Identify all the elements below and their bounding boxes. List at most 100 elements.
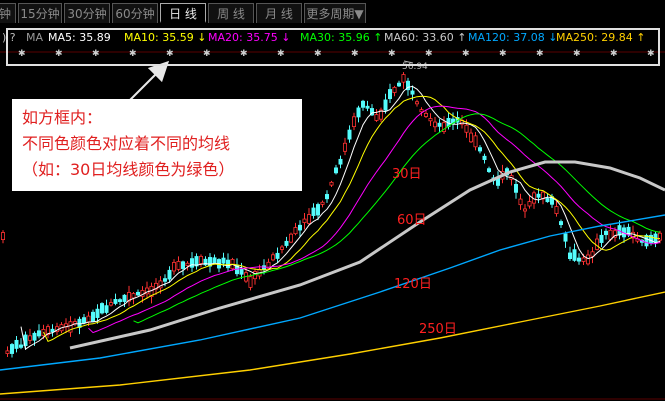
callout-arrow — [129, 60, 170, 101]
candle-body — [410, 90, 415, 95]
candle-body — [608, 229, 613, 240]
note-line-2: 不同色颜色对应着不同的均线 — [22, 134, 231, 153]
candle-body — [365, 105, 370, 109]
tab-weekly[interactable]: 周 线 — [208, 3, 254, 23]
candle-body — [369, 108, 374, 116]
candle-body — [527, 201, 532, 207]
candle-body — [118, 299, 123, 303]
candle-body — [329, 181, 334, 186]
candle-body — [27, 335, 32, 341]
candle-body — [297, 224, 302, 231]
tab-15min[interactable]: 15分钟 — [18, 3, 62, 23]
grid-marker-icon: ✱ — [647, 49, 655, 59]
candle-body — [482, 155, 487, 161]
tab-monthly[interactable]: 月 线 — [256, 3, 302, 23]
ma30-legend: MA30: 35.96 ↑ — [300, 28, 382, 48]
period-tab-bar: 钟 15分钟 30分钟 60分钟 日 线 周 线 月 线 更多周期▼ — [0, 0, 665, 26]
arrow-up-icon: ↑ — [373, 31, 383, 44]
ma-indicator-title[interactable]: MA — [26, 31, 44, 44]
grid-marker-icon: ✱ — [166, 49, 174, 59]
grid-marker-icon: ✱ — [203, 49, 211, 59]
tab-minute[interactable]: 钟 — [0, 3, 16, 23]
candle-body — [100, 303, 105, 314]
candle-body — [135, 291, 140, 296]
candle-body — [180, 261, 185, 269]
tab-more-periods[interactable]: 更多周期▼ — [304, 3, 366, 23]
candle-body — [315, 204, 320, 216]
candle-body — [378, 109, 383, 120]
indicator-prefix[interactable]: ) ? — [2, 31, 16, 44]
candle-body — [50, 328, 55, 333]
arrow-down-icon: ↓ — [197, 31, 207, 44]
tab-60min[interactable]: 60分钟 — [112, 3, 158, 23]
note-line-1: 如方框内： — [22, 108, 103, 127]
candle-body — [194, 256, 199, 267]
candle-body — [518, 198, 523, 206]
candle-body — [109, 302, 114, 306]
candle-body — [437, 122, 442, 127]
ma120-legend: MA120: 37.08 ↓ — [468, 28, 557, 48]
candle-body — [225, 259, 230, 269]
candle-body — [185, 262, 190, 267]
high-price-label: 56.94 — [402, 62, 428, 72]
high-price-pointer — [403, 60, 414, 64]
candle-body — [347, 129, 352, 140]
tab-label: 60分钟 — [115, 7, 155, 21]
candle-body — [554, 206, 559, 214]
ma250-line — [0, 291, 665, 395]
candle-body — [658, 232, 663, 241]
candle-body — [167, 269, 172, 280]
candle-body — [266, 261, 271, 269]
ma30-value: MA30: 35.96 — [300, 31, 370, 44]
tab-daily[interactable]: 日 线 — [160, 3, 206, 23]
candle-body — [104, 305, 109, 313]
tab-30min[interactable]: 30分钟 — [64, 3, 110, 23]
candle-body — [221, 257, 226, 264]
ma250-chart-label: 250日 — [419, 322, 457, 337]
candle-body — [577, 257, 582, 262]
ma120-chart-label: 120日 — [394, 277, 432, 292]
grid-marker-icon: ✱ — [499, 49, 507, 59]
candle-body — [212, 257, 217, 264]
grid-marker-icon: ✱ — [277, 49, 285, 59]
tab-label: 日 线 — [169, 7, 197, 21]
candle-body — [581, 257, 586, 262]
candle-body — [207, 257, 212, 267]
grid-marker-icon: ✱ — [536, 49, 544, 59]
ma30-chart-label: 30日 — [392, 167, 422, 182]
ma-legend-bar: ) ? MA MA5: 35.89 MA10: 35.59 ↓ MA20: 35… — [0, 28, 665, 48]
candle-body — [356, 107, 361, 118]
candle-body — [441, 122, 446, 133]
ma250-value: MA250: 29.84 — [556, 31, 633, 44]
candle-body — [171, 262, 176, 272]
candle-body — [473, 135, 478, 148]
ma5-line — [20, 85, 661, 351]
candle-body — [279, 246, 284, 250]
candle-body — [536, 193, 541, 198]
candle-body — [275, 252, 280, 259]
ma120-line — [0, 214, 665, 371]
tab-label: 周 线 — [217, 7, 245, 21]
candle-body — [631, 231, 636, 239]
candle-body — [360, 100, 365, 108]
candle-body — [95, 308, 100, 318]
candle-body — [374, 114, 379, 121]
candle-body — [396, 82, 401, 87]
candle-body — [342, 142, 347, 152]
candle-body — [383, 99, 388, 111]
ma5-value: MA5: 35.89 — [48, 31, 111, 44]
candle-body — [176, 261, 181, 270]
candle-body — [144, 287, 149, 295]
candle-body — [405, 80, 410, 91]
candle-body — [0, 232, 6, 241]
candle-body — [559, 221, 564, 226]
grid-marker-icon: ✱ — [573, 49, 581, 59]
grid-marker-icon: ✱ — [314, 49, 322, 59]
candle-body — [32, 332, 37, 341]
candle-body — [338, 158, 343, 165]
ma120-value: MA120: 37.08 — [468, 31, 545, 44]
candle-body — [644, 234, 649, 247]
tab-label: 月 线 — [265, 7, 293, 21]
candle-body — [189, 258, 194, 268]
